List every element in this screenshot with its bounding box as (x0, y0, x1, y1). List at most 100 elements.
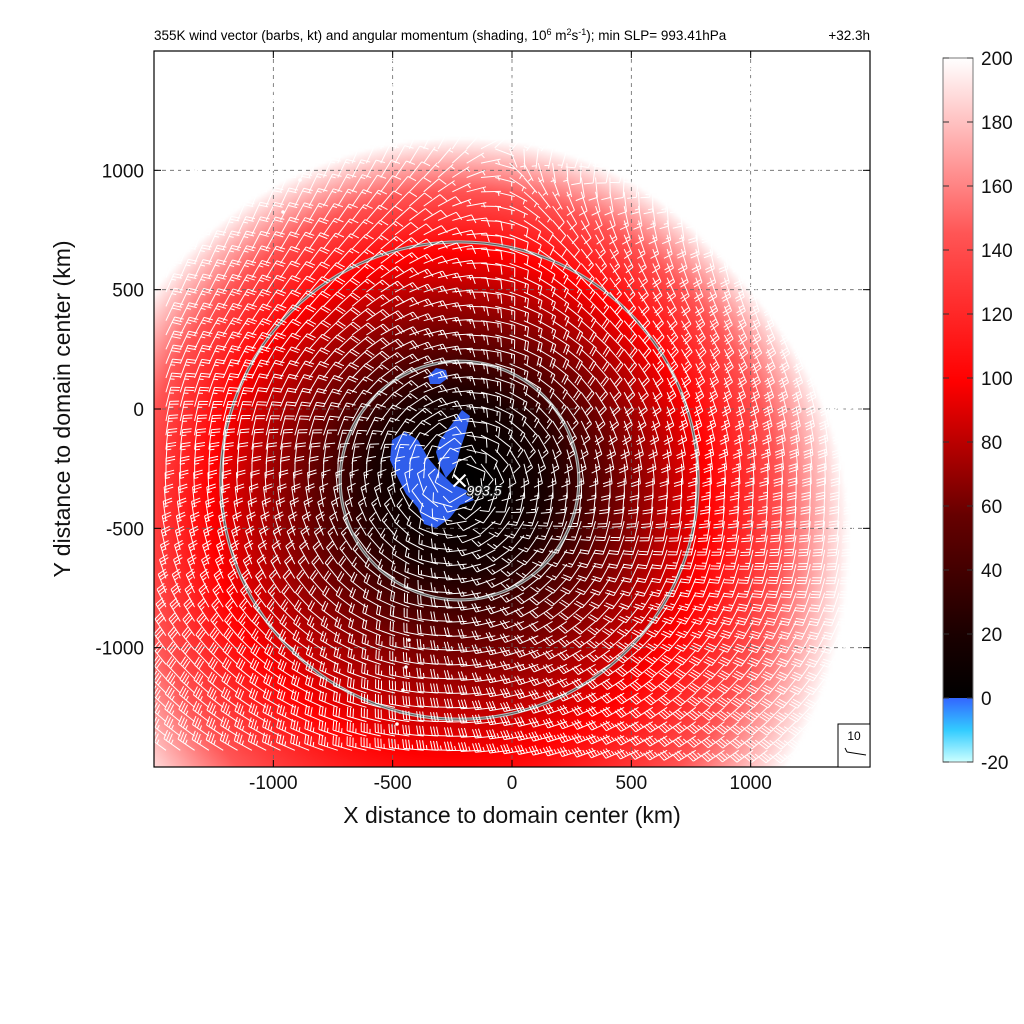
wind-barb (222, 112, 234, 135)
wind-barb (480, 262, 503, 275)
wind-barb (628, 61, 654, 72)
wind-barb (165, 229, 182, 250)
range-ring-inner (339, 360, 580, 601)
wind-barb (580, 205, 590, 231)
wind-barb (294, 97, 304, 121)
wind-barb (487, 53, 510, 64)
wind-barb (802, 134, 826, 150)
wind-barb (394, 206, 418, 221)
wind-barb (423, 194, 448, 207)
wind-barb (826, 234, 840, 256)
wind-barb (773, 119, 797, 134)
wind-barb (758, 105, 782, 119)
wind-barb (265, 216, 285, 236)
wind-barb (466, 217, 491, 227)
wind-barb (261, 51, 267, 64)
wind-barb (351, 159, 371, 178)
wind-barb (634, 148, 654, 168)
wind-barb (443, 101, 453, 121)
wind-barb (179, 97, 189, 121)
wind-barb (509, 248, 529, 266)
wind-barb (627, 177, 639, 199)
wind-barb (509, 234, 529, 252)
wind-barb (165, 244, 183, 264)
wind-barb (423, 130, 436, 150)
colorbar: -20 0 20 40 60 80 100 120 140 160 180 200 (942, 49, 1013, 774)
wind-barb (714, 62, 739, 73)
wind-barb (537, 248, 556, 270)
wind-barb (294, 128, 308, 149)
wind-barb (630, 119, 654, 135)
wind-barb (423, 209, 448, 221)
wind-barb (208, 97, 218, 121)
x-tick-label: 500 (615, 773, 647, 794)
colorbar-tick-label: 60 (981, 497, 1002, 518)
wind-barb (686, 76, 711, 88)
wind-barb (696, 191, 711, 213)
wind-barb (659, 119, 682, 135)
wind-barb (337, 218, 359, 236)
wind-barb (406, 100, 412, 121)
wind-barb (671, 62, 696, 72)
wind-barb (337, 173, 357, 193)
wind-barb (308, 202, 329, 221)
wind-barb (461, 82, 482, 93)
wind-barb (691, 248, 702, 274)
wind-barb (620, 148, 639, 168)
wind-barb (322, 97, 333, 121)
wind-barb (609, 234, 619, 259)
wind-barb (596, 163, 611, 184)
wind-barb (294, 217, 314, 236)
wind-barb (716, 234, 727, 258)
wind-barb (544, 148, 554, 169)
wind-barb (323, 188, 343, 207)
wind-barb (500, 69, 524, 80)
wind-barb (753, 206, 768, 227)
wind-barb (552, 134, 568, 152)
colorbar-tick-label: 120 (981, 305, 1013, 326)
wind-barbs (154, 51, 861, 765)
wind-barb (337, 248, 360, 264)
wind-barb (480, 158, 501, 165)
wind-barb (824, 220, 840, 241)
wind-barb (398, 67, 410, 92)
wind-barb (343, 51, 353, 64)
wind-barb (571, 91, 596, 102)
wind-barb (566, 205, 578, 231)
colorbar-gradient (942, 57, 974, 763)
wind-barb (251, 230, 271, 250)
wind-barb (732, 148, 754, 166)
wind-barb (495, 262, 516, 278)
wind-barb (508, 134, 525, 151)
wind-barb (437, 131, 451, 150)
wind-barb (520, 119, 539, 132)
wind-barb (437, 242, 463, 252)
wind-barb (566, 177, 573, 198)
wind-barb (466, 152, 485, 164)
wind-barb (760, 148, 783, 166)
wind-barb (409, 208, 433, 221)
wind-barb (835, 191, 854, 211)
wind-barb (452, 214, 477, 224)
wind-barb (452, 244, 477, 255)
wind-barb (237, 127, 250, 149)
wind-barb (451, 114, 459, 135)
wind-barb (194, 157, 208, 178)
wind-barb (838, 220, 854, 241)
wind-barb (280, 172, 298, 193)
negative-momentum-patch (436, 410, 470, 478)
wind-barb (566, 248, 581, 272)
wind-barb (740, 206, 754, 227)
wind-barb (265, 245, 286, 264)
wind-barb (537, 205, 553, 223)
wind-barb (409, 223, 434, 236)
wind-barb (728, 61, 754, 73)
wind-barb (380, 220, 404, 236)
wind-barb (573, 119, 596, 135)
wind-barb (606, 205, 616, 231)
wind-barb (337, 203, 358, 221)
wind-barb (460, 51, 482, 64)
wind-barb (423, 114, 431, 135)
wind-barb (308, 128, 323, 149)
wind-barb (678, 162, 697, 182)
